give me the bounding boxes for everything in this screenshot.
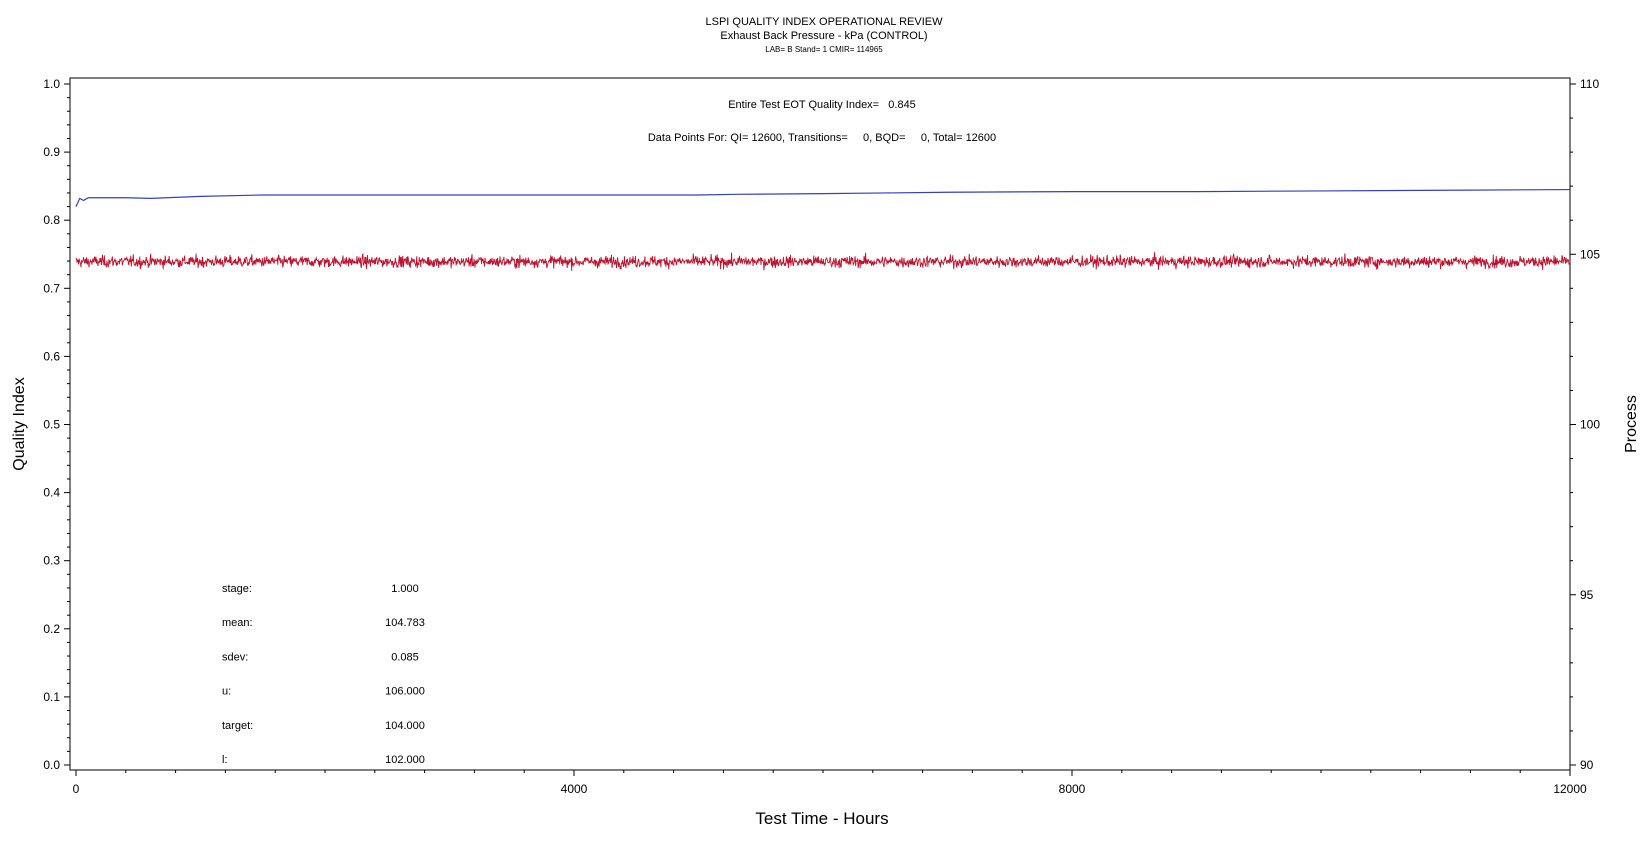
right-axis: 90 95 100 105 110: [1570, 77, 1600, 772]
stat-label: sdev:: [222, 651, 248, 663]
right-tick-label: 100: [1580, 418, 1600, 432]
left-tick-label: 0.6: [43, 349, 60, 363]
left-tick-label: 0.8: [43, 213, 60, 227]
left-tick-label: 0.3: [43, 554, 60, 568]
x-tick-label: 12000: [1553, 782, 1587, 796]
left-axis-label: Quality Index: [11, 377, 28, 470]
stat-value: 102.000: [385, 754, 425, 766]
right-axis-label: Process: [1623, 395, 1640, 453]
left-tick-label: 1.0: [43, 77, 60, 91]
stat-value: 106.000: [385, 686, 425, 698]
x-tick-label: 4000: [561, 782, 588, 796]
left-tick-label: 0.9: [43, 145, 60, 159]
eot-quality-index-annotation: Entire Test EOT Quality Index= 0.845: [728, 99, 916, 111]
left-tick-label: 0.2: [43, 622, 60, 636]
right-tick-label: 90: [1580, 758, 1594, 772]
chart-subtitle-lab: LAB= B Stand= 1 CMIR= 114965: [765, 45, 883, 54]
stats-block: stage: 1.000 mean: 104.783 sdev: 0.085 u: 106.0…: [222, 583, 425, 766]
data-points-annotation: Data Points For: QI= 12600, Transitions=…: [648, 132, 996, 144]
quality-index-series-line: [75, 188, 1571, 207]
stat-label: stage:: [222, 583, 252, 595]
chart-title: LSPI QUALITY INDEX OPERATIONAL REVIEW: [706, 16, 944, 28]
x-tick-label: 8000: [1059, 782, 1086, 796]
process-series-line: [75, 252, 1571, 271]
plot-frame: [69, 77, 1571, 771]
series-layer: [75, 188, 1571, 271]
left-tick-label: 0.1: [43, 690, 60, 704]
stat-label: l:: [222, 754, 228, 766]
right-tick-label: 110: [1580, 77, 1599, 91]
stat-label: mean:: [222, 617, 253, 629]
stat-value: 104.000: [385, 720, 425, 732]
left-tick-label: 0.5: [43, 418, 60, 432]
left-tick-label: 0.4: [43, 486, 60, 500]
left-tick-label: 0.0: [43, 758, 60, 772]
stat-label: u:: [222, 686, 231, 698]
stat-label: target:: [222, 720, 253, 732]
left-axis: 0.0 0.1 0.2 0.3 0.4 0.5 0.6 0.7 0.8 0.9 1.0: [43, 77, 70, 772]
left-tick-label: 0.7: [43, 281, 60, 295]
right-tick-label: 105: [1580, 247, 1600, 261]
right-tick-label: 95: [1580, 588, 1594, 602]
stat-value: 0.085: [391, 651, 419, 663]
x-axis: 0 4000 8000 12000: [73, 770, 1587, 796]
x-tick-label: 0: [73, 782, 80, 796]
stat-value: 104.783: [385, 617, 425, 629]
x-axis-label: Test Time - Hours: [755, 809, 888, 828]
chart-subtitle: Exhaust Back Pressure - kPa (CONTROL): [720, 30, 927, 42]
stat-value: 1.000: [391, 583, 419, 595]
